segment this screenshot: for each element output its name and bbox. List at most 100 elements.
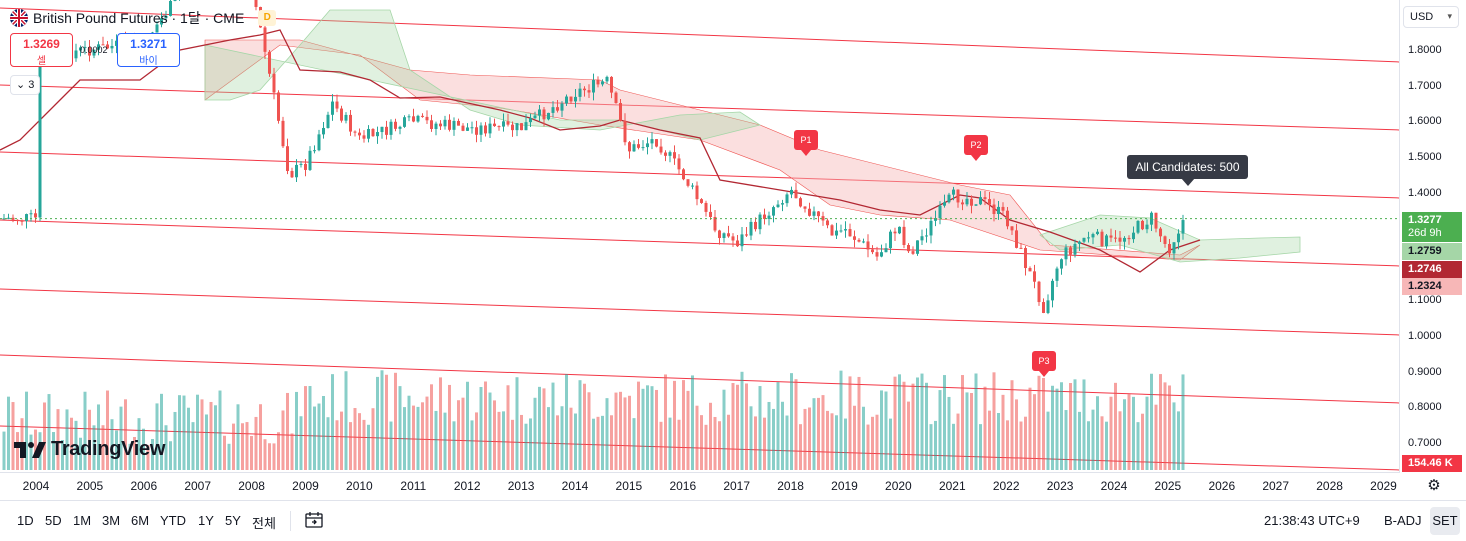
marker-p3[interactable]: P3 [1032,351,1056,377]
volume-bar [1145,396,1149,470]
range-1y-button[interactable]: 1Y [198,513,214,528]
volume-bar [646,385,649,470]
volume-bar [263,439,267,470]
range-5d-button[interactable]: 5D [45,513,62,528]
volume-bar [407,395,411,470]
range-1m-button[interactable]: 1M [73,513,92,528]
candle-body [722,233,726,239]
volume-bar [862,406,865,470]
year-tick: 2006 [130,479,158,493]
volume-bar [29,434,33,470]
candle-body [115,40,118,46]
volume-bar [268,443,271,470]
candle-body [110,45,114,49]
candle-body [470,127,474,129]
buy-button[interactable]: 1.3271 바이 [117,33,180,67]
candle-body [637,144,640,148]
chevron-down-icon: ▾ [1447,11,1452,21]
volume-bar [655,389,658,470]
candle-body [362,135,366,139]
range-3m-button[interactable]: 3M [102,513,121,528]
candle-body [853,236,856,240]
candle-body [983,197,987,200]
range-ytd-button[interactable]: YTD [160,513,186,528]
price-chart[interactable] [0,0,1400,472]
volume-bar [101,425,105,470]
volume-bar [785,415,789,470]
year-tick: 2010 [346,479,373,493]
volume-bar [520,414,523,470]
volume-bar [448,384,451,470]
adjustment-toggle[interactable]: B-ADJ [1384,513,1422,528]
candle-body [1010,226,1014,231]
candle-body [308,150,312,170]
time-axis[interactable]: 2004 2005 2006 2007 2008 2009 2010 2011 2012 2013… [0,472,1400,498]
price-axis[interactable]: 1.8000 1.7000 1.6000 1.5000 1.4000 1.100… [1400,0,1466,472]
tradingview-logo[interactable]: TradingView [14,438,165,461]
volume-bar [385,374,388,470]
range-6m-button[interactable]: 6M [131,513,150,528]
chart-settings-button[interactable]: ⚙ [1424,476,1444,496]
volume-bar [587,392,591,470]
volume-bar [241,423,244,470]
volume-bar [754,416,757,470]
volume-bar [722,389,726,470]
volume-bar [1001,394,1005,470]
channel-line [0,151,1399,199]
volume-bar [1082,379,1086,470]
candle-body [1145,224,1149,230]
volume-bar [1177,411,1180,470]
volume-bar [1046,411,1050,470]
session-button[interactable]: SET [1430,507,1460,535]
sell-button[interactable]: 1.3269 셀 [10,33,73,67]
volume-bar [272,443,276,470]
candle-body [574,96,577,102]
symbol-legend[interactable]: British Pound Futures · 1달 · CME D [10,8,277,28]
volume-bar [871,416,874,470]
volume-bar [839,370,843,470]
clock-timezone[interactable]: 21:38:43 UTC+9 [1264,513,1360,528]
volume-bar [1042,377,1045,470]
candle-body [772,207,775,216]
candle-body [713,216,717,231]
volume-bar [1123,399,1126,470]
volume-bar [844,418,847,470]
candle-body [889,231,892,249]
volume-bar [416,406,420,470]
volume-bar [1028,387,1032,470]
range-1d-button[interactable]: 1D [17,513,34,528]
candle-body [376,132,379,137]
indicators-toggle-button[interactable]: ⌄ 3 [10,75,40,95]
volume-bar [983,386,987,470]
channel-line [0,288,1399,336]
indicator-count: 3 [28,79,35,91]
volume-bar [304,386,307,470]
candle-body [1096,231,1099,235]
price-tick: 1.8000 [1408,44,1442,56]
volume-label: 154.46 K [1402,455,1462,472]
volume-bar [794,379,798,470]
candle-body [344,114,348,121]
volume-bar [547,407,550,470]
volume-bar [133,436,136,470]
volume-bar [43,402,46,470]
candle-body [956,189,960,203]
volume-bar [889,418,892,470]
candle-body [1141,220,1144,230]
go-to-date-calendar-icon[interactable] [304,510,324,530]
marker-p1[interactable]: P1 [794,130,818,156]
volume-bar [56,409,60,470]
volume-bar [25,391,28,470]
candle-body [1073,243,1077,255]
currency-select[interactable]: USD ▾ [1403,6,1459,28]
range-5y-button[interactable]: 5Y [225,513,241,528]
marker-p2[interactable]: P2 [964,135,988,161]
volume-bar [1037,375,1041,470]
volume-bar [920,373,924,470]
range-all-button[interactable]: 전체 [252,516,276,531]
chart-area[interactable] [0,0,1400,472]
candle-body [353,131,357,133]
candle-body [677,158,681,170]
candle-body [340,108,343,121]
volume-bar [421,402,424,470]
